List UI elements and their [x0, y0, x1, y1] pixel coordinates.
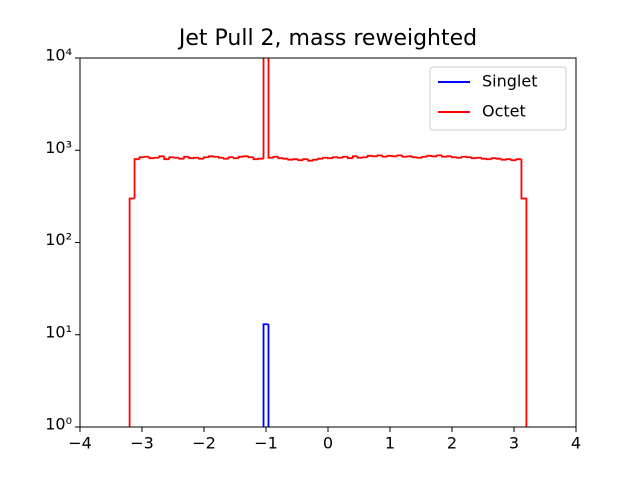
histogram-step	[396, 154, 403, 157]
histogram-step	[312, 158, 319, 161]
histogram-step	[436, 154, 443, 157]
histogram-step	[252, 157, 259, 161]
histogram-step	[277, 156, 284, 160]
histogram-step	[505, 158, 512, 161]
plot-area	[128, 58, 528, 427]
x-tick-label: 1	[385, 434, 395, 453]
histogram-step	[366, 154, 373, 158]
histogram-step	[381, 155, 388, 158]
histogram-step	[421, 155, 428, 158]
histogram-step	[227, 156, 234, 159]
histogram-step	[267, 58, 274, 159]
x-tick-label: −4	[68, 434, 92, 453]
x-tick-label: −3	[130, 434, 154, 453]
histogram-step	[297, 159, 304, 162]
histogram-step	[203, 156, 209, 159]
histogram-step	[232, 157, 239, 160]
histogram-step	[217, 156, 224, 159]
histogram-step	[332, 156, 338, 159]
histogram-step	[158, 155, 165, 158]
histogram-step	[302, 158, 309, 161]
chart-title: Jet Pull 2, mass reweighted	[177, 26, 477, 51]
histogram-step	[148, 156, 155, 160]
histogram-step	[198, 157, 204, 160]
histogram-step	[188, 156, 195, 160]
x-tick-label: 3	[509, 434, 519, 453]
histogram-step	[262, 323, 269, 427]
histogram-step	[222, 157, 229, 160]
y-tick-label: 10³	[45, 138, 72, 157]
x-tick-label: −2	[192, 434, 216, 453]
histogram-step	[178, 157, 185, 160]
histogram-step	[128, 197, 135, 427]
histogram-step	[183, 155, 190, 159]
histogram-step	[267, 324, 270, 427]
legend-label: Singlet	[482, 72, 537, 91]
histogram-step	[262, 58, 265, 159]
histogram-step	[451, 156, 457, 159]
histogram-step	[515, 158, 522, 161]
histogram-step	[317, 157, 324, 160]
x-tick-label: −1	[254, 434, 278, 453]
histogram-step	[346, 156, 353, 160]
histogram-step	[480, 157, 487, 160]
x-tick-label: 2	[447, 434, 457, 453]
histogram-step	[138, 156, 145, 160]
y-tick-label: 10⁰	[45, 415, 72, 434]
histogram-step	[163, 156, 170, 161]
legend-label: Octet	[482, 102, 526, 121]
histogram-step	[441, 155, 448, 158]
histogram-step	[490, 157, 497, 160]
histogram-step	[307, 159, 314, 162]
histogram-step	[133, 158, 140, 199]
y-tick-label: 10⁴	[45, 46, 72, 65]
histogram-step	[272, 155, 279, 158]
histogram-step	[168, 156, 175, 160]
histogram-step	[237, 155, 244, 159]
histogram-step	[461, 155, 467, 158]
histogram-step	[520, 159, 528, 427]
histogram-step	[208, 155, 214, 158]
histogram-step	[356, 156, 363, 159]
histogram-step	[411, 156, 418, 159]
y-tick-label: 10¹	[45, 322, 72, 341]
histogram-step	[510, 159, 517, 162]
y-tick-label: 10²	[45, 230, 72, 249]
histogram-step	[401, 155, 408, 158]
histogram-step	[287, 158, 294, 161]
histogram-step	[500, 158, 507, 161]
histogram-step	[386, 154, 393, 157]
histogram-step	[351, 155, 358, 159]
histogram-step	[376, 154, 383, 157]
x-tick-label: 4	[571, 434, 581, 453]
x-tick-label: 0	[323, 434, 333, 453]
histogram-step	[470, 157, 477, 160]
histogram-step	[322, 156, 328, 159]
histogram-step	[426, 154, 433, 157]
histogram-step	[341, 155, 348, 158]
histogram-step	[247, 156, 254, 159]
histogram-step	[292, 158, 299, 161]
